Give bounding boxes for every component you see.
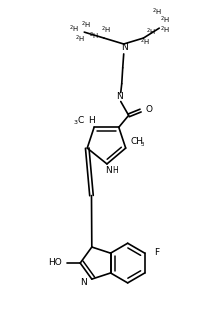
Text: $^2$H: $^2$H	[75, 33, 85, 45]
Text: $^2$H: $^2$H	[160, 24, 170, 36]
Text: $^2$H: $^2$H	[146, 27, 156, 38]
Text: N: N	[80, 277, 87, 287]
Text: F: F	[154, 248, 159, 257]
Text: H: H	[112, 167, 118, 175]
Text: $^2$H: $^2$H	[140, 36, 150, 48]
Text: $^2$H: $^2$H	[89, 30, 99, 42]
Text: H: H	[88, 116, 95, 125]
Text: HO: HO	[48, 258, 61, 267]
Text: $^2$H: $^2$H	[152, 7, 162, 18]
Text: $^2$H: $^2$H	[101, 24, 111, 36]
Text: $_3$C: $_3$C	[73, 114, 85, 127]
Text: CH: CH	[131, 137, 144, 146]
Text: N: N	[116, 92, 123, 101]
Text: $^2$H: $^2$H	[69, 23, 79, 35]
Text: $^2$H: $^2$H	[160, 15, 170, 26]
Text: $^2$H: $^2$H	[81, 20, 91, 31]
Text: N: N	[105, 167, 112, 175]
Text: N: N	[121, 44, 128, 52]
Text: O: O	[145, 105, 152, 114]
Text: $_3$: $_3$	[139, 140, 145, 149]
